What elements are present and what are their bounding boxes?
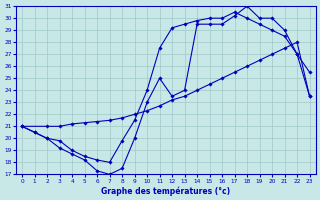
X-axis label: Graphe des températures (°c): Graphe des températures (°c) <box>101 186 230 196</box>
